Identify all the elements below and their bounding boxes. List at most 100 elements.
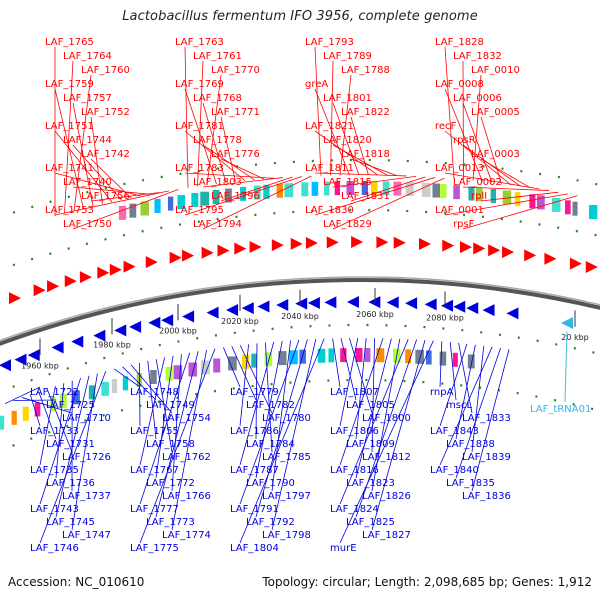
forward-gene-arrow bbox=[305, 237, 318, 250]
forward-gene-label: LAF_1783 bbox=[175, 163, 224, 174]
tick-label: 1980 kbp bbox=[93, 341, 131, 350]
reverse-leader-line bbox=[471, 345, 485, 453]
reverse-gene-arrow bbox=[161, 314, 174, 327]
forward-feature-block bbox=[551, 197, 561, 212]
forward-gene-label: LAF_1744 bbox=[63, 135, 112, 146]
reverse-feature-block bbox=[111, 379, 118, 394]
forward-leader-line bbox=[220, 176, 293, 202]
forward-gene-label: LAF_1760 bbox=[81, 65, 130, 76]
reverse-gene-label: LAF_1710 bbox=[62, 413, 111, 424]
forward-leader-line bbox=[480, 158, 531, 188]
reverse-gene-label: LAF_1755 bbox=[130, 426, 179, 437]
forward-gene-label: LAF_1830 bbox=[305, 205, 354, 216]
forward-gene-arrow bbox=[123, 260, 136, 273]
forward-feature-block bbox=[361, 181, 369, 196]
forward-gene-label: LAF_1769 bbox=[175, 79, 224, 90]
reverse-gene-label: LAF_1745 bbox=[46, 517, 95, 528]
forward-feature-block bbox=[200, 191, 210, 206]
reverse-leader-line bbox=[139, 352, 191, 505]
forward-feature-block bbox=[212, 190, 220, 205]
forward-feature-block bbox=[334, 181, 341, 196]
forward-gene-label: LAF_0003 bbox=[471, 149, 520, 160]
forward-gene-arrow bbox=[488, 244, 501, 257]
reverse-gene-label: LAF_1773 bbox=[146, 517, 195, 528]
forward-feature-block bbox=[118, 205, 127, 220]
reverse-leader-line bbox=[4, 386, 41, 405]
reverse-gene-arrow bbox=[466, 302, 479, 315]
reverse-leader-line bbox=[339, 340, 434, 544]
reverse-gene-label: LAF_1777 bbox=[130, 504, 179, 515]
reverse-feature-block bbox=[328, 348, 335, 363]
forward-leader-line bbox=[314, 130, 379, 176]
tick-label: 2040 kbp bbox=[281, 312, 319, 321]
reverse-feature-block bbox=[150, 369, 157, 384]
forward-gene-arrow bbox=[569, 257, 582, 270]
forward-feature-block bbox=[432, 183, 441, 198]
reverse-leader-line bbox=[13, 399, 57, 401]
reverse-feature-block bbox=[122, 376, 129, 391]
reverse-gene-arrow bbox=[257, 300, 270, 313]
forward-feature-block bbox=[468, 186, 475, 201]
reverse-gene-label: LAF_1762 bbox=[162, 452, 211, 463]
forward-gene-label: rpsF bbox=[453, 219, 475, 230]
reverse-feature-block bbox=[405, 349, 411, 364]
reverse-leader-line bbox=[130, 364, 173, 414]
forward-gene-label: LAF_1818 bbox=[341, 149, 390, 160]
forward-gene-arrow bbox=[9, 292, 21, 305]
reverse-feature-block bbox=[165, 366, 173, 381]
reverse-feature-block bbox=[340, 348, 347, 363]
forward-gene-label: LAF_1821 bbox=[305, 121, 354, 132]
forward-gene-label: LAF_1811 bbox=[305, 163, 354, 174]
forward-gene-label: LAF_0002 bbox=[453, 177, 502, 188]
reverse-leader-line bbox=[339, 337, 359, 427]
forward-feature-block bbox=[129, 203, 137, 218]
reverse-gene-label: LAF_1743 bbox=[30, 504, 79, 515]
reverse-feature-block bbox=[173, 365, 183, 380]
reverse-leader-line bbox=[371, 340, 426, 531]
forward-gene-arrow bbox=[460, 241, 473, 254]
reverse-feature-block bbox=[364, 348, 371, 363]
genome-backbone-shadow bbox=[0, 276, 600, 342]
reverse-feature-block bbox=[439, 351, 447, 366]
reverse-leader-line bbox=[439, 343, 468, 427]
reverse-gene-label: LAF_1826 bbox=[362, 491, 411, 502]
reverse-feature-block bbox=[22, 406, 29, 421]
forward-gene-label: LAF_1831 bbox=[341, 191, 390, 202]
reverse-leader-line bbox=[38, 391, 57, 440]
forward-feature-block bbox=[263, 184, 270, 199]
forward-leader-line bbox=[480, 191, 559, 202]
forward-gene-label: LAF_1752 bbox=[81, 107, 130, 118]
forward-gene-arrow bbox=[473, 242, 486, 255]
reverse-leader-line bbox=[439, 346, 493, 466]
reverse-gene-label: LAF_1746 bbox=[30, 543, 79, 554]
reverse-leader-line bbox=[271, 340, 291, 492]
reverse-gene-arrow bbox=[386, 296, 399, 309]
reverse-gene-label: LAF_1836 bbox=[462, 491, 511, 502]
forward-gene-arrow bbox=[97, 266, 110, 279]
reverse-leader-line bbox=[39, 385, 56, 466]
forward-gene-label: LAF_1764 bbox=[63, 51, 112, 62]
forward-feature-block bbox=[323, 181, 330, 196]
forward-leader-line bbox=[462, 195, 578, 230]
forward-leader-line bbox=[184, 46, 189, 188]
forward-gene-label: LAF_1768 bbox=[193, 93, 242, 104]
forward-feature-block bbox=[346, 181, 355, 196]
reverse-leader-line bbox=[231, 346, 257, 401]
reverse-gene-label: LAF_1733 bbox=[30, 426, 79, 437]
forward-gene-label: LAF_1757 bbox=[63, 93, 112, 104]
forward-leader-line bbox=[64, 60, 74, 214]
forward-gene-label: LAF_1803 bbox=[193, 177, 242, 188]
reverse-gene-label: LAF_1782 bbox=[246, 400, 295, 411]
forward-leader-line bbox=[90, 192, 160, 202]
reverse-feature-block bbox=[317, 348, 326, 363]
reverse-gene-label: LAF_1767 bbox=[130, 465, 179, 476]
forward-feature-block bbox=[382, 181, 390, 196]
reverse-gene-arrow bbox=[441, 299, 454, 312]
reverse-leader-line bbox=[471, 349, 510, 492]
genome-title: Lactobacillus fermentum IFO 3956, comple… bbox=[122, 9, 478, 24]
forward-feature-block bbox=[405, 182, 414, 197]
forward-leader-line bbox=[314, 177, 436, 216]
forward-gene-arrow bbox=[502, 246, 515, 259]
reverse-feature-block bbox=[251, 353, 257, 368]
reverse-gene-label: LAF_1785 bbox=[262, 452, 311, 463]
